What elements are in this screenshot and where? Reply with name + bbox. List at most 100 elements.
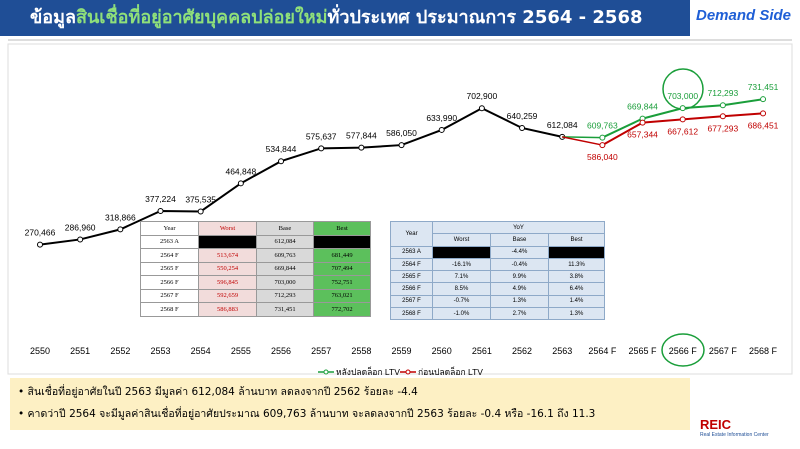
value-label: 286,960 [65,222,96,232]
point [760,96,767,103]
value-label: 612,084 [547,120,578,130]
table-row: Worst Base Best [391,233,606,247]
table-cell: 9.9% [490,270,549,284]
value-label: 669,844 [627,102,658,112]
point [318,145,325,152]
series-line [39,107,563,246]
table-cell: Worst [432,233,491,247]
value-label: 318,866 [105,212,136,222]
value-label: 270,466 [25,228,56,238]
point [117,226,124,233]
table-row: 2564 F 513,674 609,763 681,449 [140,248,371,263]
title-part: ข้อมูล [30,7,77,28]
table-cell: 2565 F [140,261,199,276]
x-tick-label: 2560 [432,346,452,356]
point [719,102,726,109]
table-row: 2567 F -0.7% 1.3% 1.4% [390,294,606,309]
point [519,124,526,131]
table-row: Year YoY [390,220,606,247]
table-cell: -1.0% [432,307,491,321]
point [679,116,686,123]
table-cell: 3.8% [547,270,606,284]
table-cell: Year [140,221,199,236]
point [599,134,606,141]
x-tick-label: 2556 [271,346,291,356]
point [639,119,646,126]
x-tick-label: 2554 [191,346,211,356]
value-label: 712,293 [708,88,739,98]
point [358,144,365,151]
note: • คาดว่าปี 2564 จะมีมูลค่าสินเชื่อที่อยู… [18,408,596,420]
table-cell: 1.3% [547,307,606,321]
table-cell: 2565 F [390,270,433,284]
x-tick-label: 2568 F [749,346,778,356]
value-label: 677,293 [708,123,739,133]
logo-mark: REIC [700,417,732,432]
value-label: 703,000 [667,91,698,101]
title-part: ทั่วประเทศ ประมาณการ 2564 - 2568 [327,7,643,28]
table-cell: 669,844 [256,261,314,276]
point [679,105,686,112]
table-row: 2566 F 596,845 703,000 752,751 [140,275,371,290]
value-label: 464,848 [225,166,256,176]
table-cell [198,234,257,249]
x-tick-label: 2567 F [709,346,738,356]
x-tick-label: 2559 [392,346,412,356]
table-row: 2568 F -1.0% 2.7% 1.3% [390,307,606,321]
point [197,208,204,215]
value-label: 577,844 [346,131,377,141]
x-tick-label: 2564 F [588,346,617,356]
point [760,110,767,117]
logo-text: Real Estate Information Center [700,432,769,438]
title-part: สินเชื่อที่อยู่อาศัยบุคคลปล่อยใหม่ [76,7,328,28]
highlight-circle [661,333,705,367]
table-cell: 592,659 [198,288,257,303]
value-label: 640,259 [507,111,538,121]
value-label: 534,844 [266,144,297,154]
table-cell: 2563 A [390,245,433,259]
value-label: 731,451 [748,82,779,92]
x-tick-label: 2558 [351,346,371,356]
x-tick-label: 2551 [70,346,90,356]
table-cell: 703,000 [256,275,314,290]
value-label: 609,763 [587,121,618,131]
x-tick-label: 2552 [110,346,130,356]
highlight-circle [662,68,704,110]
table-cell: 11.3% [547,257,606,272]
table-cell: -4.4% [490,245,549,259]
value-label: 586,050 [386,128,417,138]
table-cell: 2567 F [390,294,433,309]
table-cell: -16.1% [432,257,491,272]
table-cell: Best [547,233,606,247]
point [278,158,285,165]
table-cell: -0.7% [432,294,491,309]
table-cell: 2.7% [490,307,549,321]
table-cell [313,234,371,249]
table-cell: 6.4% [547,282,606,296]
table-cell: 752,751 [313,275,371,290]
table-cell: 609,763 [256,248,314,263]
legend-label: ก่อนปลดล็อก LTV [418,366,483,377]
table-cell [547,245,606,259]
table-cell: 763,021 [313,288,371,303]
table-cell: 612,084 [256,234,314,249]
legend-marker [405,369,411,375]
table-row: 2565 F 550,254 669,844 707,494 [140,261,371,276]
x-tick-label: 2550 [30,346,50,356]
table-cell: 2566 F [390,282,433,296]
x-tick-label: 2565 F [629,346,658,356]
table-cell: 596,845 [198,275,257,290]
value-label: 686,451 [748,120,779,130]
point [157,207,164,214]
table-cell: Year [390,221,433,247]
value-label: 667,612 [667,126,698,136]
table-cell: 8.5% [432,282,491,296]
table-row: 2563 A -4.4% [390,245,606,259]
x-tick-label: 2555 [231,346,251,356]
table-cell: 586,883 [198,302,257,317]
connector [562,136,603,139]
table-cell: 1.4% [547,294,606,309]
table-row: 2567 F 592,659 712,293 763,021 [140,288,371,303]
x-tick-label: 2563 [552,346,572,356]
